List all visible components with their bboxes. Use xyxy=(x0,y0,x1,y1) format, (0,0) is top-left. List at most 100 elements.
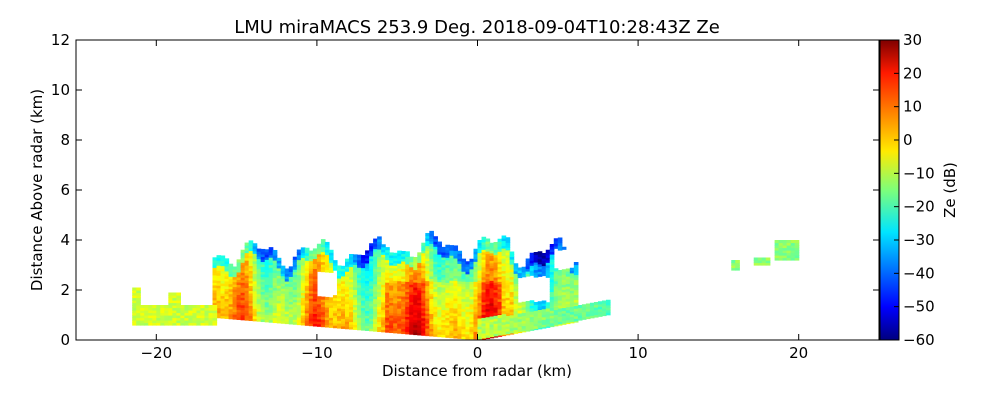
echo-cell xyxy=(561,296,567,300)
echo-cell xyxy=(573,267,579,271)
echo-cell xyxy=(549,310,555,314)
echo-cell xyxy=(284,321,290,325)
echo-cell xyxy=(549,244,555,248)
echo-cell xyxy=(192,320,198,324)
echo-cell xyxy=(493,244,499,248)
echo-cell xyxy=(332,300,338,304)
echo-cell xyxy=(553,238,559,242)
echo-cell xyxy=(284,308,290,312)
echo-cell xyxy=(353,296,358,300)
echo-cell xyxy=(497,251,503,255)
echo-cell xyxy=(369,265,374,269)
echo-cell xyxy=(196,307,202,311)
echo-cell xyxy=(336,322,342,327)
echo-cell xyxy=(228,278,234,282)
echo-cell xyxy=(397,320,402,324)
echo-cell xyxy=(473,333,479,337)
echo-cell xyxy=(308,320,314,324)
echo-cell xyxy=(385,317,390,321)
echo-cell xyxy=(453,257,459,262)
echo-cell xyxy=(545,257,551,261)
echo-cell xyxy=(248,242,254,247)
echo-cell xyxy=(240,252,246,256)
echo-cell xyxy=(296,254,302,258)
echo-cell xyxy=(132,312,137,316)
echo-cell xyxy=(208,305,214,309)
echo-cell xyxy=(782,257,788,261)
echo-cell xyxy=(381,256,386,260)
echo-cell xyxy=(377,238,382,243)
echo-cell xyxy=(753,257,759,261)
echo-cell xyxy=(505,287,511,291)
echo-cell xyxy=(212,272,218,276)
echo-cell xyxy=(389,329,394,334)
echo-cell xyxy=(328,252,334,256)
echo-cell xyxy=(553,293,559,297)
echo-cell xyxy=(373,281,378,285)
echo-cell xyxy=(316,303,322,307)
echo-cell xyxy=(264,276,270,280)
echo-cell xyxy=(332,307,338,311)
echo-cell xyxy=(300,297,306,301)
echo-cell xyxy=(365,280,370,284)
echo-cell xyxy=(385,277,390,281)
echo-cell xyxy=(176,317,181,321)
echo-cell xyxy=(260,306,266,310)
echo-cell xyxy=(304,285,310,289)
echo-cell xyxy=(357,282,362,286)
echo-cell xyxy=(345,273,350,277)
echo-cell xyxy=(252,268,258,272)
echo-cell xyxy=(481,251,487,255)
echo-cell xyxy=(300,284,306,288)
echo-cell xyxy=(345,266,350,270)
y-tick-label: 2 xyxy=(60,281,70,299)
echo-cell xyxy=(244,257,250,261)
echo-cell xyxy=(425,323,430,327)
echo-cell xyxy=(437,289,442,293)
echo-cell xyxy=(184,305,190,309)
echo-cell xyxy=(505,249,511,253)
echo-cell xyxy=(493,259,499,263)
echo-cell xyxy=(405,328,410,332)
echo-cell xyxy=(437,271,442,275)
echo-cell xyxy=(280,288,286,292)
echo-cell xyxy=(385,282,390,286)
echo-cell xyxy=(461,261,467,265)
echo-cell xyxy=(252,313,258,317)
echo-cell xyxy=(389,267,394,271)
echo-cell xyxy=(509,317,515,321)
echo-cell xyxy=(597,308,603,312)
echo-cell xyxy=(525,301,531,305)
echo-cell xyxy=(485,238,491,242)
echo-cell xyxy=(353,256,358,260)
echo-cell xyxy=(441,276,446,281)
echo-cell xyxy=(389,327,394,331)
echo-cell xyxy=(437,246,442,250)
echo-cell xyxy=(377,303,382,308)
echo-cell xyxy=(457,313,463,317)
echo-cell xyxy=(413,259,418,263)
echo-cell xyxy=(529,300,535,304)
echo-cell xyxy=(332,312,338,316)
echo-cell xyxy=(220,285,226,289)
echo-cell xyxy=(790,250,796,254)
echo-cell xyxy=(425,330,430,334)
echo-cell xyxy=(377,266,382,270)
echo-cell xyxy=(244,285,250,289)
echo-cell xyxy=(437,256,442,260)
echo-cell xyxy=(565,271,571,275)
echo-cell xyxy=(256,261,262,265)
echo-cell xyxy=(477,275,483,279)
echo-cell xyxy=(308,288,314,292)
echo-cell xyxy=(493,320,499,324)
echo-cell xyxy=(489,277,495,281)
echo-cell xyxy=(521,325,527,329)
echo-cell xyxy=(349,304,354,308)
echo-cell xyxy=(493,304,499,308)
echo-cell xyxy=(136,307,141,311)
echo-cell xyxy=(593,312,599,316)
echo-cell xyxy=(509,311,515,315)
echo-cell xyxy=(365,322,370,326)
echo-cell xyxy=(401,325,406,330)
echo-cell xyxy=(244,295,250,299)
